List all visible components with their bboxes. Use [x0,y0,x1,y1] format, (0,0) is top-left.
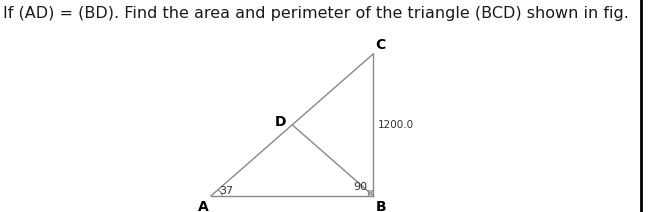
Text: D: D [275,114,286,128]
Text: 90: 90 [353,182,367,192]
Text: B: B [376,200,386,212]
Text: 37: 37 [219,186,234,196]
Text: If (AD) = (BD). Find the area and perimeter of the triangle (BCD) shown in fig.: If (AD) = (BD). Find the area and perime… [3,6,629,21]
Text: 1200.0: 1200.0 [378,120,414,130]
Text: C: C [376,38,385,52]
Text: A: A [199,200,209,212]
